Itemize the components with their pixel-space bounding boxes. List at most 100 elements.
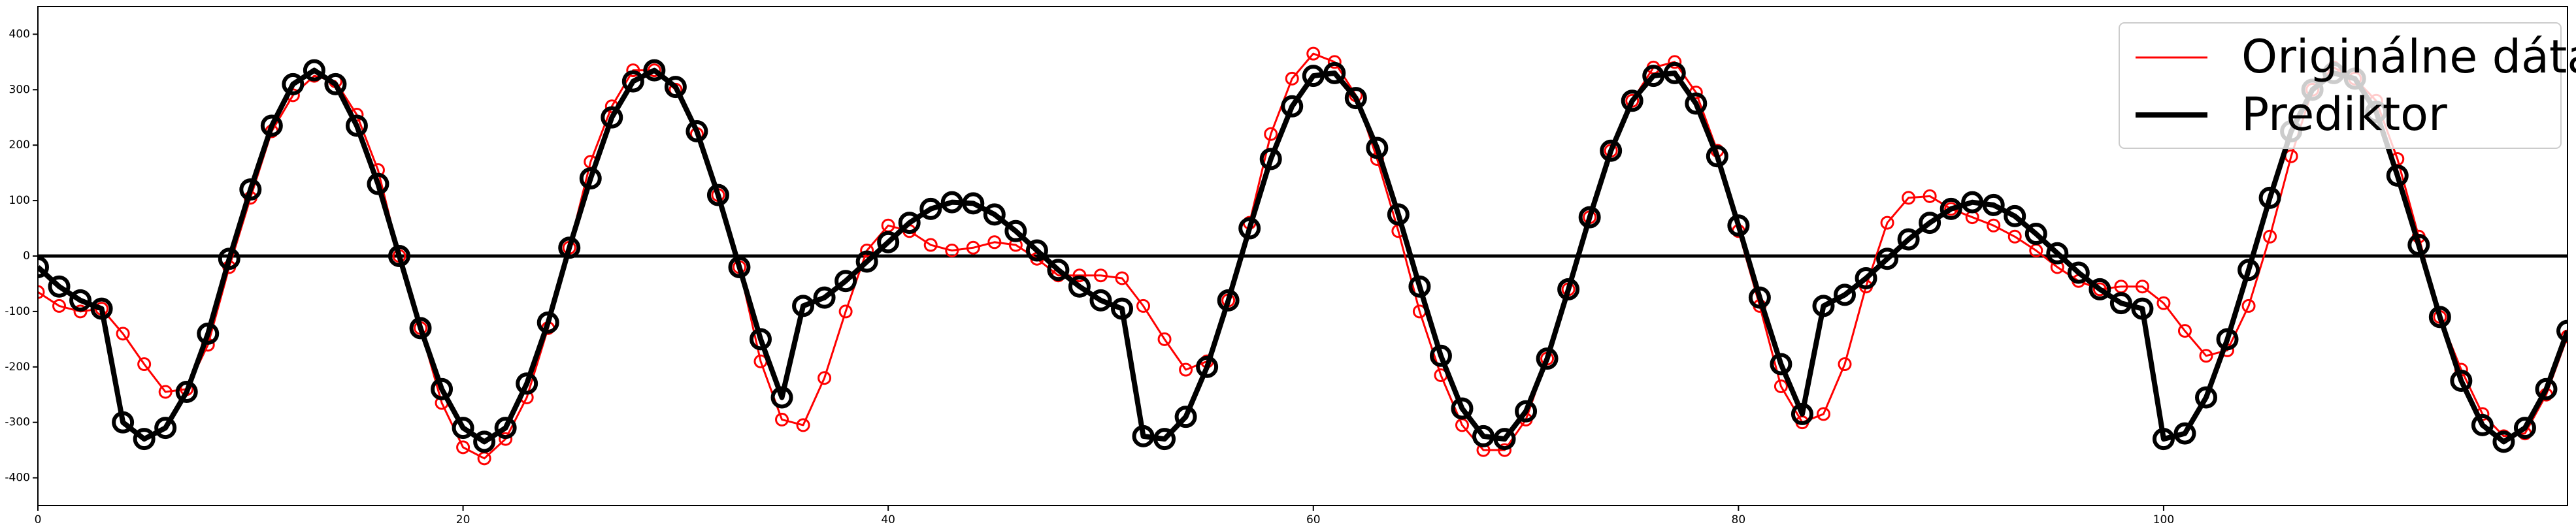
point [2237,259,2260,282]
point [197,322,220,345]
point [1940,197,1962,220]
point [2258,186,2281,209]
point [1791,402,1813,425]
point [218,248,240,270]
point [1366,137,1389,159]
point [282,72,305,95]
point [2152,428,2175,451]
point [69,289,92,312]
point [2513,417,2536,440]
point [647,63,661,78]
point [685,120,708,142]
point [1153,428,1176,451]
point [452,417,474,440]
x-tick-label: 0 [35,513,42,526]
point [388,245,410,267]
series-line [38,52,2568,460]
point [579,167,602,190]
point [1327,55,1342,69]
point [1880,216,1894,230]
point [1557,278,1580,300]
point [239,178,262,201]
point [1429,344,1452,367]
point [154,417,177,440]
point [2004,204,2026,227]
point [706,184,729,206]
point [2109,292,2132,315]
point [1179,362,1193,377]
point [775,412,789,426]
y-tick-label: -200 [5,361,30,374]
point [1642,65,1665,88]
point [2492,430,2515,453]
point [643,59,666,82]
point [1770,353,1792,376]
point [158,385,173,399]
point [813,286,836,309]
point [1387,203,1410,226]
point [1217,289,1240,312]
point [1115,271,1129,285]
point [2535,378,2558,400]
point [770,386,793,409]
point [919,197,942,220]
point [1706,145,1728,168]
point [983,203,1006,226]
point [792,295,815,317]
point [324,72,347,95]
point [838,304,853,319]
y-tick-label: 200 [9,138,30,152]
point [601,106,623,129]
point [664,76,687,99]
point [1987,218,2001,233]
point [940,191,963,214]
y-tick-label: 0 [23,249,30,263]
point [1876,248,1899,270]
point [1536,347,1559,370]
point [877,231,900,253]
point [2092,282,2107,297]
point [1727,214,1750,237]
point [73,304,88,319]
point [1259,148,1282,170]
point [1663,61,1686,84]
point [1961,191,1984,214]
point [1685,92,1708,115]
point [1812,295,1835,317]
point [796,418,810,432]
point [48,275,71,298]
point [90,297,113,320]
point [1196,355,1219,378]
point [1600,139,1623,162]
point [1344,87,1367,110]
point [2471,413,2494,436]
axes-frame [37,6,2568,506]
point [1834,283,1856,306]
point [1515,400,1538,423]
y-tick-label: -400 [5,472,30,485]
point [898,212,921,234]
point [1748,286,1771,309]
point [1451,397,1474,420]
x-tick-label: 40 [881,513,895,526]
point [1047,259,1070,282]
point [52,298,67,313]
point [303,59,325,82]
point [456,440,471,455]
y-tick-label: 400 [9,27,30,40]
point [260,114,283,137]
point [1621,89,1643,112]
point [1004,219,1027,242]
point [2241,298,2256,313]
point [1136,298,1151,313]
point [1472,425,1494,447]
point [2195,386,2217,409]
point [1578,206,1601,229]
point [855,250,878,273]
point [1281,95,1304,118]
point [1111,297,1133,320]
point [499,432,513,446]
point [1919,212,1941,234]
point [1302,65,1325,88]
